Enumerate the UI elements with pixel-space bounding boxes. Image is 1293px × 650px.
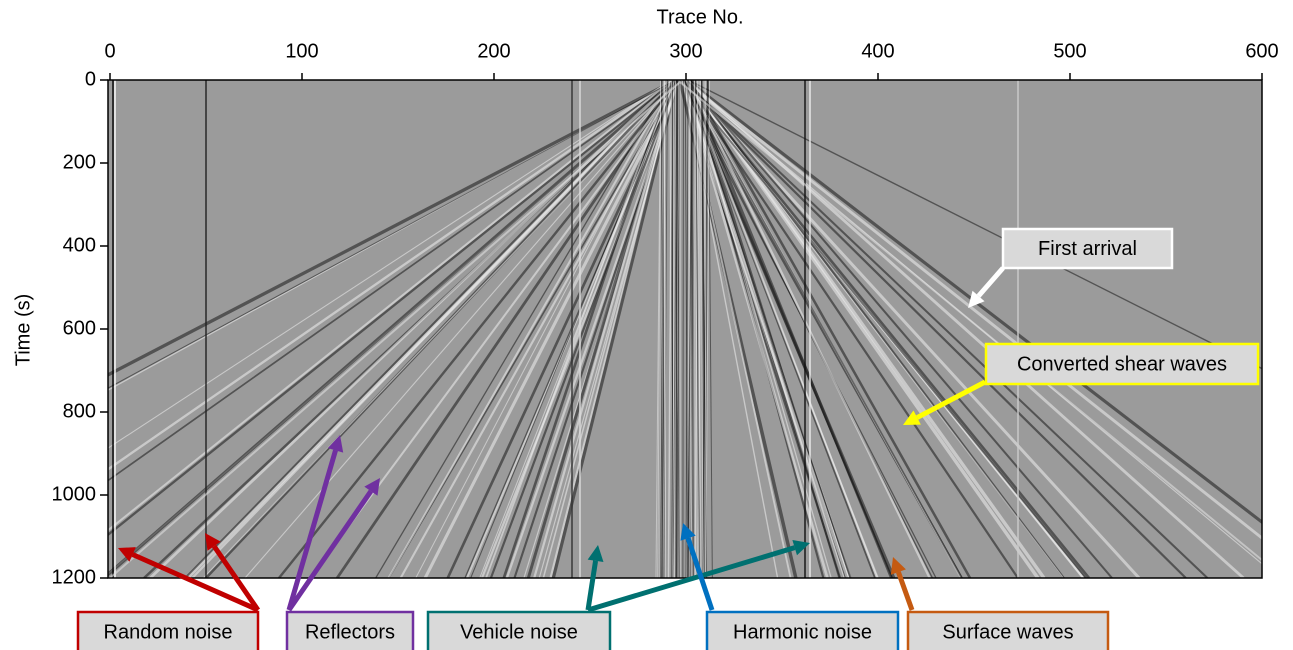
x-tick-label: 600 bbox=[1245, 40, 1278, 62]
annotation-label: Reflectors bbox=[305, 621, 395, 643]
y-tick-label: 600 bbox=[63, 317, 96, 339]
y-tick-label: 400 bbox=[63, 234, 96, 256]
annotation-label: Harmonic noise bbox=[733, 621, 872, 643]
x-tick-label: 200 bbox=[477, 40, 510, 62]
seismic-image bbox=[108, 80, 1262, 578]
y-tick-label: 0 bbox=[85, 68, 96, 90]
annotation-label: Surface waves bbox=[942, 621, 1073, 643]
x-axis-label: Trace No. bbox=[656, 6, 743, 28]
annotation-label: Converted shear waves bbox=[1017, 353, 1227, 375]
texture-stroke bbox=[683, 80, 684, 578]
y-axis-label: Time (s) bbox=[12, 294, 34, 367]
x-tick-label: 0 bbox=[104, 40, 115, 62]
y-tick-label: 1000 bbox=[52, 483, 97, 505]
annotation-label: Random noise bbox=[104, 621, 233, 643]
x-tick-label: 300 bbox=[669, 40, 702, 62]
annotation-label: First arrival bbox=[1038, 238, 1137, 260]
y-tick-label: 200 bbox=[63, 151, 96, 173]
chart: Trace No. Time (s) 0 100 200 300 400 500 600 0 2… bbox=[0, 0, 1293, 650]
x-tick-label: 500 bbox=[1053, 40, 1086, 62]
x-tick-label: 400 bbox=[861, 40, 894, 62]
y-tick-label: 1200 bbox=[52, 566, 97, 588]
y-tick-label: 800 bbox=[63, 400, 96, 422]
annotation-label: Vehicle noise bbox=[460, 621, 578, 643]
x-tick-label: 100 bbox=[285, 40, 318, 62]
